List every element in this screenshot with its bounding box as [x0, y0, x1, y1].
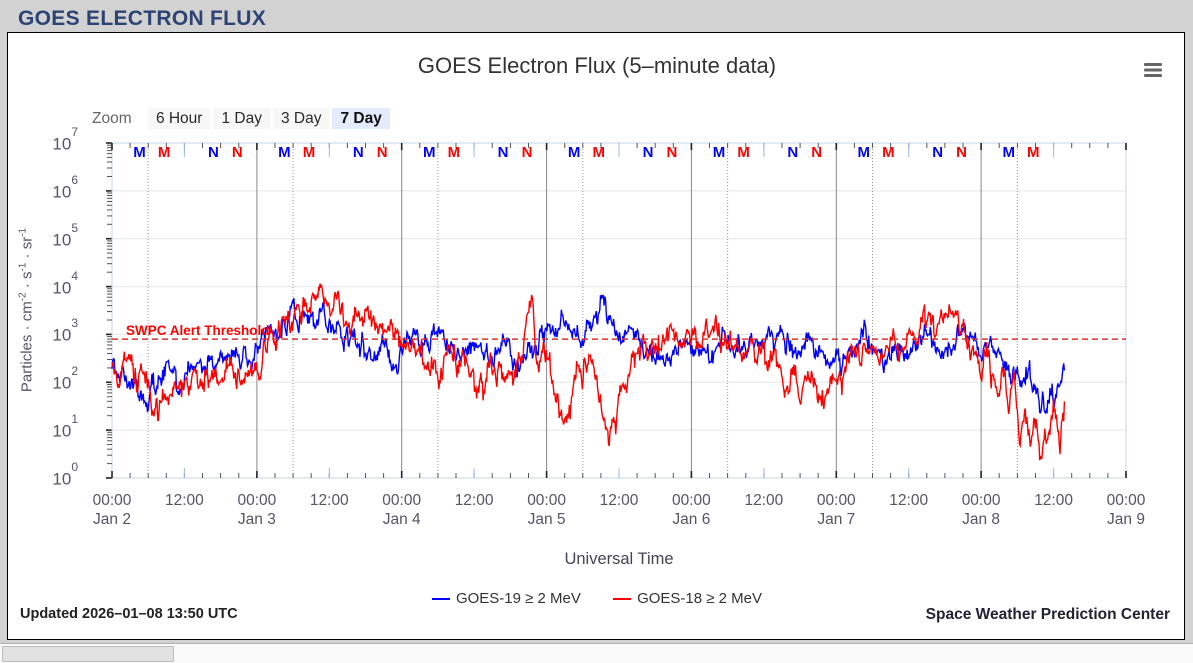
svg-text:M: M [568, 144, 581, 161]
svg-text:N: N [666, 144, 677, 161]
svg-text:M: M [1002, 144, 1015, 161]
svg-text:N: N [787, 144, 798, 161]
svg-text:N: N [956, 144, 967, 161]
svg-text:M: M [1027, 144, 1040, 161]
svg-text:M: M [303, 144, 316, 161]
svg-text:N: N [232, 144, 243, 161]
svg-text:N: N [811, 144, 822, 161]
svg-text:M: M [423, 144, 436, 161]
svg-text:SWPC Alert Threshold: SWPC Alert Threshold [126, 323, 270, 338]
svg-text:N: N [208, 144, 219, 161]
svg-text:M: M [713, 144, 726, 161]
svg-text:N: N [522, 144, 533, 161]
svg-text:M: M [133, 144, 146, 161]
svg-text:N: N [353, 144, 364, 161]
svg-text:M: M [882, 144, 895, 161]
svg-text:M: M [158, 144, 171, 161]
svg-text:M: M [858, 144, 871, 161]
svg-text:M: M [592, 144, 605, 161]
svg-text:N: N [932, 144, 943, 161]
svg-text:N: N [377, 144, 388, 161]
svg-text:M: M [448, 144, 461, 161]
svg-text:N: N [643, 144, 654, 161]
svg-text:M: M [278, 144, 291, 161]
svg-text:N: N [498, 144, 509, 161]
svg-text:M: M [737, 144, 750, 161]
